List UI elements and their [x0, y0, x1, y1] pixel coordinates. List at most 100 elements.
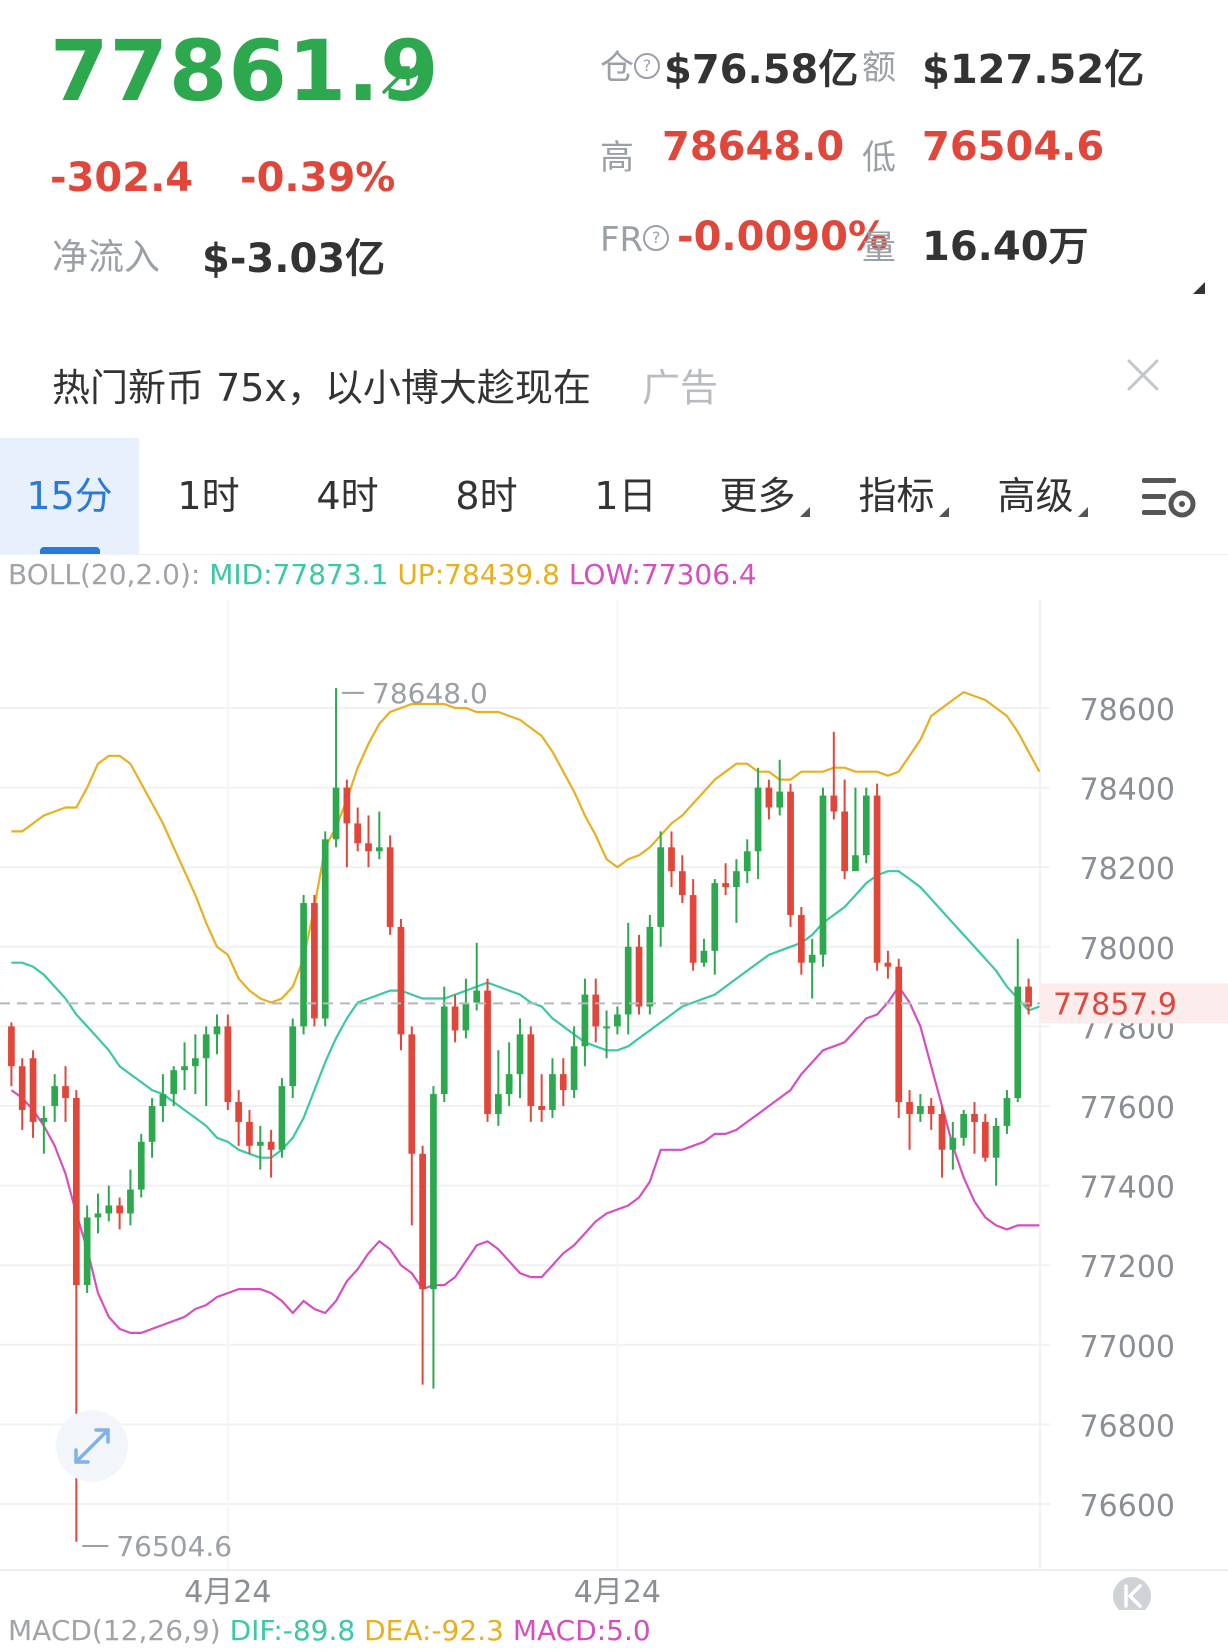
candle-body[interactable] [484, 990, 491, 1114]
tab-more[interactable]: 更多 [695, 438, 834, 554]
tab-15m[interactable]: 15分 [0, 438, 139, 554]
candle-body[interactable] [603, 1026, 610, 1029]
candle-body[interactable] [733, 871, 740, 888]
candle-body[interactable] [1025, 986, 1032, 1007]
candle-body[interactable] [992, 1125, 1000, 1158]
ad-banner-text[interactable]: 热门新币 75x，以小博大趁现在 [52, 366, 591, 410]
candle-body[interactable] [127, 1189, 134, 1214]
candle-body[interactable] [884, 962, 892, 967]
candle-body[interactable] [18, 1066, 26, 1110]
candle-body[interactable] [819, 795, 827, 955]
tab-1d[interactable]: 1日 [556, 438, 695, 554]
candle-body[interactable] [408, 1034, 416, 1154]
candle-body[interactable] [311, 903, 318, 1019]
candle-body[interactable] [495, 1094, 502, 1114]
candle-body[interactable] [700, 950, 708, 963]
candle-body[interactable] [72, 1098, 80, 1286]
candle-body[interactable] [40, 1117, 48, 1122]
candle-body[interactable] [116, 1205, 123, 1214]
candle-body[interactable] [213, 1026, 221, 1035]
candle-body[interactable] [202, 1034, 210, 1059]
candle-body[interactable] [83, 1217, 91, 1286]
candle-body[interactable] [105, 1205, 113, 1214]
candle-body[interactable] [917, 1106, 924, 1114]
candle-body[interactable] [148, 1106, 156, 1142]
candle-body[interactable] [8, 1026, 15, 1067]
candle-body[interactable] [678, 871, 686, 896]
tab-4h[interactable]: 4时 [278, 438, 417, 554]
candle-body[interactable] [938, 1113, 946, 1150]
candle-body[interactable] [246, 1121, 253, 1146]
candle-body[interactable] [960, 1113, 968, 1138]
candle-body[interactable] [646, 926, 654, 1007]
candle-body[interactable] [1014, 986, 1022, 1099]
candle-body[interactable] [94, 1213, 102, 1218]
candle-body[interactable] [830, 795, 838, 812]
candle-body[interactable] [62, 1086, 69, 1099]
candle-body[interactable] [949, 1137, 957, 1150]
candle-body[interactable] [722, 883, 729, 888]
candle-body[interactable] [635, 946, 643, 1007]
candle-body[interactable] [440, 1006, 448, 1095]
candle-body[interactable] [321, 839, 329, 1019]
candle-body[interactable] [981, 1121, 989, 1158]
candle-body[interactable] [668, 847, 675, 872]
candle-body[interactable] [852, 855, 859, 872]
candle-body[interactable] [462, 1002, 470, 1031]
candle-body[interactable] [516, 1034, 524, 1075]
candle-body[interactable] [765, 787, 773, 808]
candle-body[interactable] [267, 1141, 275, 1150]
candle-body[interactable] [787, 791, 794, 915]
scroll-to-latest-icon[interactable] [1113, 1577, 1151, 1610]
candle-body[interactable] [192, 1058, 199, 1067]
candle-body[interactable] [181, 1066, 188, 1071]
candle-body[interactable] [689, 895, 697, 963]
candle-body[interactable] [256, 1141, 264, 1146]
candle-body[interactable] [137, 1141, 145, 1190]
candle-body[interactable] [711, 883, 719, 951]
fullscreen-icon[interactable] [56, 1410, 128, 1482]
tab-advanced[interactable]: 高级 [973, 438, 1112, 554]
candle-body[interactable] [419, 1153, 426, 1290]
candle-body[interactable] [862, 795, 870, 856]
candle-body[interactable] [895, 966, 903, 1103]
candle-body[interactable] [224, 1026, 232, 1103]
close-icon[interactable] [1126, 358, 1160, 392]
candle-body[interactable] [29, 1058, 37, 1122]
candlestick-chart[interactable]: 7860078400782007800077800776007740077200… [0, 600, 1228, 1610]
macd-indicator-line[interactable]: MACD(12,26,9) DIF:-89.8 DEA:-92.3 MACD:5… [8, 1614, 651, 1647]
candle-body[interactable] [841, 811, 848, 872]
candle-body[interactable] [906, 1102, 913, 1114]
candle-body[interactable] [430, 1094, 437, 1290]
candle-body[interactable] [808, 954, 816, 963]
tab-1h[interactable]: 1时 [139, 438, 278, 554]
help-icon[interactable]: ? [643, 224, 670, 251]
help-icon[interactable]: ? [634, 52, 660, 79]
chart-settings-icon[interactable] [1140, 474, 1198, 522]
candle-body[interactable] [657, 847, 665, 927]
candle-body[interactable] [581, 994, 589, 1047]
candle-body[interactable] [570, 1046, 578, 1091]
candle-body[interactable] [971, 1113, 978, 1122]
candle-body[interactable] [159, 1094, 167, 1106]
candle-body[interactable] [754, 787, 762, 852]
tab-8h[interactable]: 8时 [417, 438, 556, 554]
candle-body[interactable] [797, 914, 805, 963]
candle-body[interactable] [1003, 1098, 1011, 1126]
candle-body[interactable] [927, 1106, 935, 1114]
candle-body[interactable] [278, 1086, 286, 1150]
candle-body[interactable] [505, 1074, 513, 1095]
candle-body[interactable] [743, 851, 751, 872]
expand-corner-icon[interactable] [1193, 282, 1205, 294]
candle-body[interactable] [614, 1014, 621, 1027]
candle-body[interactable] [235, 1102, 243, 1122]
candle-body[interactable] [624, 946, 632, 1015]
candle-body[interactable] [365, 843, 372, 852]
candle-body[interactable] [473, 990, 481, 1003]
candle-body[interactable] [559, 1074, 567, 1091]
candle-body[interactable] [332, 787, 340, 840]
candle-body[interactable] [397, 926, 405, 1035]
tab-indicators[interactable]: 指标 [834, 438, 973, 554]
candle-body[interactable] [170, 1070, 178, 1095]
candle-body[interactable] [343, 787, 351, 824]
